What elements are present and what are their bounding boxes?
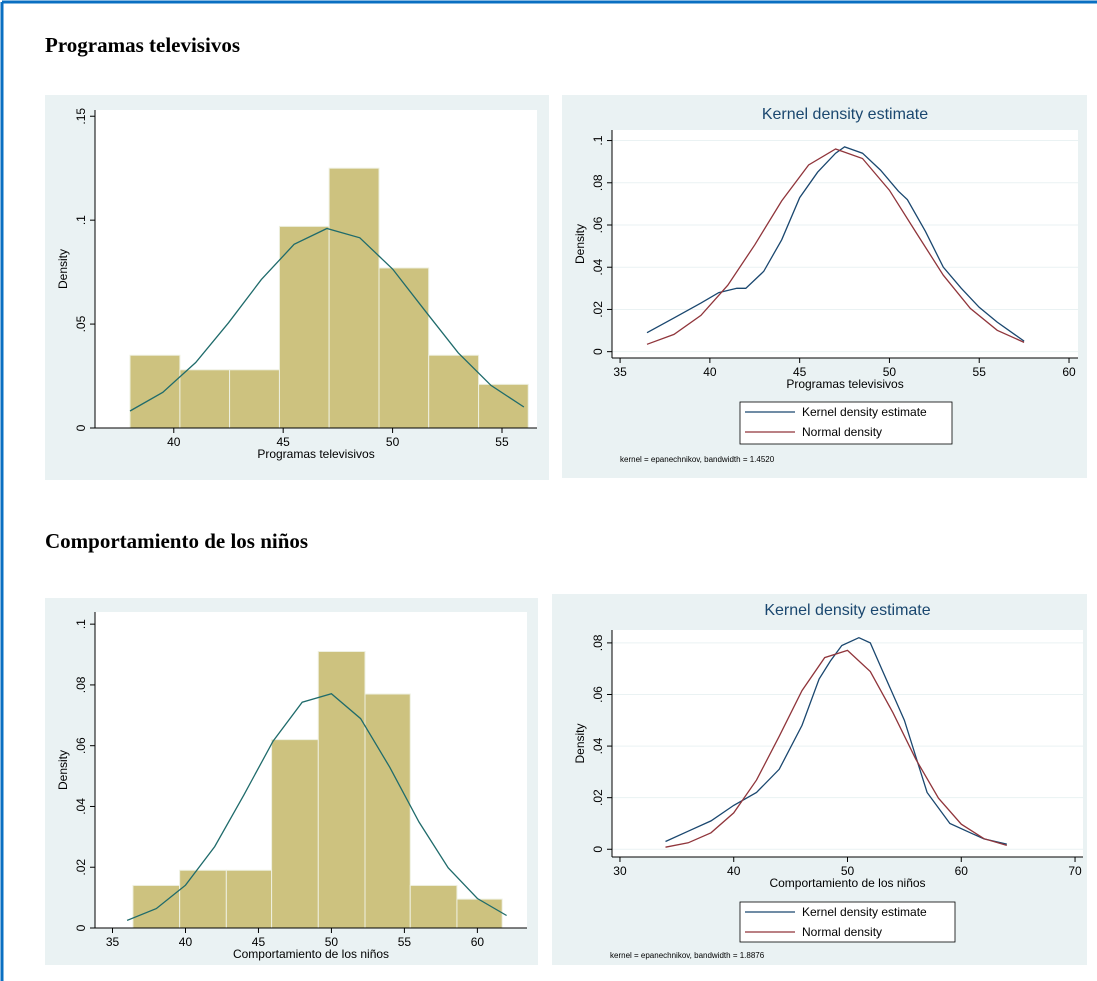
histogram-bar bbox=[229, 369, 280, 429]
histogram-bar bbox=[225, 869, 273, 929]
x-tick-label: 50 bbox=[841, 864, 855, 878]
chart-note: kernel = epanechnikov, bandwidth = 1.887… bbox=[610, 951, 765, 960]
y-tick-label: .15 bbox=[74, 108, 88, 125]
y-tick-label: .04 bbox=[591, 737, 605, 754]
y-tick-label: .04 bbox=[591, 259, 605, 276]
x-tick-label: 60 bbox=[1062, 365, 1076, 379]
x-tick-label: 45 bbox=[276, 435, 290, 449]
histogram-bar bbox=[129, 354, 181, 429]
histogram-bar bbox=[179, 369, 231, 429]
y-tick-label: .06 bbox=[591, 216, 605, 233]
y-tick-label: .02 bbox=[591, 789, 605, 806]
section-heading: Comportamiento de los niños bbox=[45, 529, 308, 553]
density-curve bbox=[646, 148, 1025, 345]
y-tick-label: .08 bbox=[591, 634, 605, 651]
y-tick-label: .08 bbox=[591, 174, 605, 191]
x-tick-label: 40 bbox=[703, 365, 717, 379]
legend-box bbox=[739, 401, 953, 445]
legend-label: Kernel density estimate bbox=[802, 905, 927, 919]
x-tick-label: 55 bbox=[973, 365, 987, 379]
legend-label: Normal density bbox=[802, 925, 882, 939]
x-tick-label: 50 bbox=[883, 365, 897, 379]
x-tick-label: 40 bbox=[179, 935, 193, 949]
y-tick-label: .06 bbox=[591, 686, 605, 703]
legend-box bbox=[739, 901, 956, 943]
histogram-bar bbox=[364, 693, 411, 929]
legend-label: Kernel density estimate bbox=[802, 405, 927, 419]
section-heading: Programas televisivos bbox=[45, 33, 240, 57]
histogram-bar bbox=[409, 884, 458, 929]
x-tick-label: 50 bbox=[325, 935, 339, 949]
x-axis-label: Programas televisivos bbox=[257, 447, 374, 461]
y-axis-label: Density bbox=[573, 224, 587, 264]
x-tick-label: 55 bbox=[495, 435, 509, 449]
y-tick-label: .1 bbox=[74, 215, 88, 225]
y-tick-label: .02 bbox=[74, 859, 88, 876]
x-tick-label: 50 bbox=[386, 435, 400, 449]
histogram-bar bbox=[478, 383, 529, 429]
x-tick-label: 30 bbox=[613, 864, 627, 878]
density-curve bbox=[665, 636, 1007, 845]
y-tick-label: .1 bbox=[591, 135, 605, 145]
x-tick-label: 55 bbox=[398, 935, 412, 949]
x-tick-label: 45 bbox=[252, 935, 266, 949]
x-tick-label: 60 bbox=[955, 864, 969, 878]
y-axis-label: Density bbox=[56, 750, 70, 790]
y-tick-label: .05 bbox=[74, 315, 88, 332]
y-axis-label: Density bbox=[56, 249, 70, 289]
x-tick-label: 40 bbox=[727, 864, 741, 878]
histogram-bar bbox=[179, 869, 227, 929]
chart-title: Kernel density estimate bbox=[764, 602, 930, 619]
y-tick-label: 0 bbox=[591, 348, 605, 355]
plot-area bbox=[612, 130, 1078, 358]
histogram-bar bbox=[317, 651, 366, 929]
density-curve bbox=[665, 649, 1007, 848]
x-tick-label: 70 bbox=[1068, 864, 1082, 878]
y-tick-label: .08 bbox=[74, 676, 88, 693]
y-axis-label: Density bbox=[573, 723, 587, 763]
x-axis-label: Comportamiento de los niños bbox=[769, 876, 925, 890]
x-tick-label: 45 bbox=[793, 365, 807, 379]
x-tick-label: 60 bbox=[471, 935, 485, 949]
x-tick-label: 35 bbox=[613, 365, 627, 379]
legend-label: Normal density bbox=[802, 425, 882, 439]
density-curve bbox=[129, 227, 525, 412]
y-tick-label: 0 bbox=[74, 924, 88, 931]
x-axis-label: Comportamiento de los niños bbox=[233, 947, 389, 961]
histogram-bar bbox=[271, 739, 319, 929]
y-tick-label: 0 bbox=[591, 846, 605, 853]
histogram-bar bbox=[328, 167, 380, 429]
density-curve bbox=[646, 146, 1025, 342]
histogram-bar bbox=[456, 898, 503, 929]
histogram-bar bbox=[378, 267, 430, 429]
x-axis-label: Programas televisivos bbox=[786, 377, 903, 391]
histogram-bar bbox=[278, 225, 330, 429]
chart-title: Kernel density estimate bbox=[762, 106, 928, 123]
y-tick-label: .04 bbox=[74, 798, 88, 815]
histogram-bar bbox=[132, 884, 181, 929]
plot-area bbox=[612, 630, 1083, 857]
y-tick-label: .1 bbox=[74, 619, 88, 629]
x-tick-label: 40 bbox=[167, 435, 181, 449]
y-tick-label: .06 bbox=[74, 737, 88, 754]
density-curve bbox=[126, 692, 507, 922]
chart-note: kernel = epanechnikov, bandwidth = 1.452… bbox=[620, 455, 775, 464]
x-tick-label: 35 bbox=[106, 935, 120, 949]
y-tick-label: .02 bbox=[591, 301, 605, 318]
y-tick-label: 0 bbox=[74, 424, 88, 431]
